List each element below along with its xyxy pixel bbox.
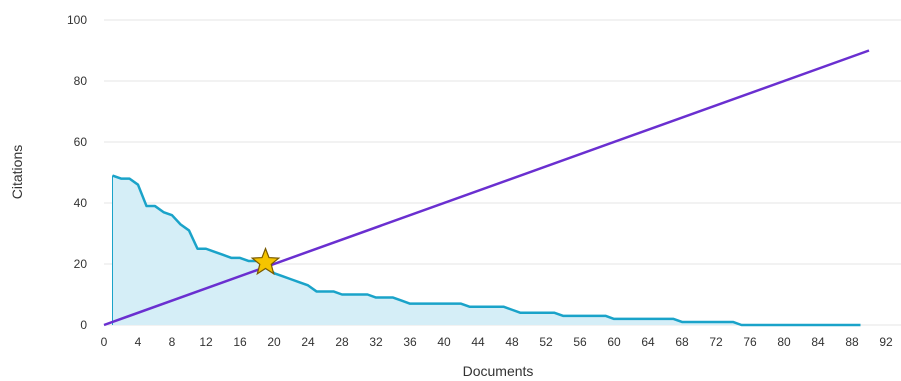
- x-tick-label: 60: [607, 335, 621, 349]
- y-tick-label: 40: [74, 196, 88, 210]
- x-tick-label: 16: [233, 335, 247, 349]
- x-axis-ticks: 0 4 8 12 16 20 24 28 32 36 40 44 48 52 56 60 64 68 72 76 80 8…: [101, 335, 893, 349]
- diagonal-line: [104, 51, 869, 326]
- x-tick-label: 8: [169, 335, 176, 349]
- x-tick-label: 56: [573, 335, 587, 349]
- citations-area-fill: [113, 176, 861, 325]
- h-index-diagonal-series: [104, 51, 869, 326]
- y-tick-label: 20: [74, 257, 88, 271]
- x-tick-label: 84: [811, 335, 825, 349]
- x-tick-label: 80: [777, 335, 791, 349]
- y-tick-label: 0: [80, 318, 87, 332]
- x-tick-label: 24: [301, 335, 315, 349]
- x-tick-label: 68: [675, 335, 689, 349]
- x-tick-label: 88: [845, 335, 859, 349]
- x-tick-label: 72: [709, 335, 723, 349]
- x-tick-label: 32: [369, 335, 383, 349]
- y-axis-label: Citations: [9, 145, 25, 199]
- x-tick-label: 40: [437, 335, 451, 349]
- x-tick-label: 76: [743, 335, 757, 349]
- y-tick-label: 60: [74, 135, 88, 149]
- x-tick-label: 20: [267, 335, 281, 349]
- x-tick-label: 4: [135, 335, 142, 349]
- x-tick-label: 28: [335, 335, 349, 349]
- y-tick-label: 100: [67, 13, 87, 27]
- citations-area-series: [113, 176, 861, 325]
- x-tick-label: 64: [641, 335, 655, 349]
- x-axis-label: Documents: [463, 363, 534, 379]
- x-tick-label: 48: [505, 335, 519, 349]
- y-tick-label: 80: [74, 74, 88, 88]
- x-tick-label: 0: [101, 335, 108, 349]
- x-tick-label: 44: [471, 335, 485, 349]
- x-tick-label: 12: [199, 335, 213, 349]
- x-tick-label: 36: [403, 335, 417, 349]
- x-tick-label: 92: [879, 335, 893, 349]
- y-axis-ticks: 0 20 40 60 80 100: [67, 13, 87, 332]
- x-tick-label: 52: [539, 335, 553, 349]
